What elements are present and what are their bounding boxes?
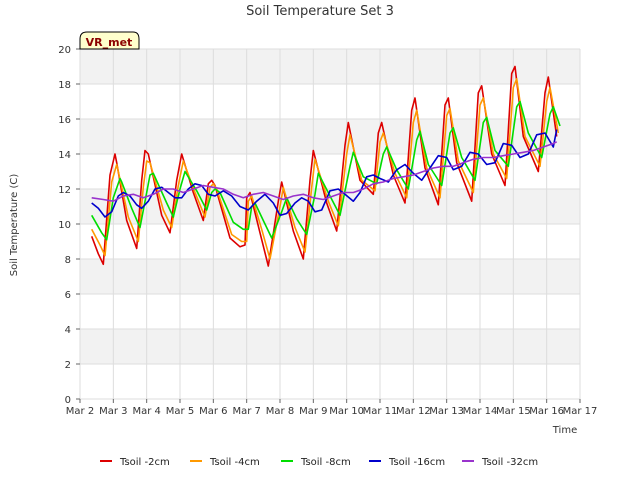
x-tick-label: Mar 4 <box>132 406 160 417</box>
x-tick-label: Mar 9 <box>299 406 327 417</box>
x-axis-ticks: Mar 2 Mar 3 Mar 4 Mar 5 Mar 6 Mar 7 Mar 8 Mar 9… <box>66 399 598 417</box>
x-tick-label: Mar 17 <box>563 406 598 417</box>
y-axis-ticks: 0 2 4 6 8 10 12 14 16 18 20 <box>58 45 80 406</box>
station-badge-box <box>79 31 140 50</box>
x-tick-label: Mar 7 <box>232 406 260 417</box>
legend-label: Tsoil -16cm <box>388 457 445 468</box>
x-tick-label: Mar 15 <box>496 406 531 417</box>
x-tick-label: Mar 3 <box>99 406 127 417</box>
y-tick-label: 16 <box>58 115 71 126</box>
x-tick-label: Mar 11 <box>363 406 398 417</box>
series-line-tsoil-8cm <box>91 100 561 241</box>
x-tick-label: Mar 13 <box>429 406 464 417</box>
plot-band <box>80 119 580 154</box>
y-tick-label: 18 <box>58 80 71 91</box>
station-badge-label: VR_met <box>86 36 133 49</box>
x-axis-title: Time <box>552 425 577 436</box>
series-line-tsoil-16cm <box>91 129 558 218</box>
plot-band <box>80 259 580 294</box>
y-tick-label: 4 <box>65 325 71 336</box>
y-tick-label: 6 <box>65 290 71 301</box>
legend-label: Tsoil -32cm <box>481 457 538 468</box>
x-tick-label: Mar 16 <box>529 406 564 417</box>
legend: Tsoil -2cm Tsoil -4cm Tsoil -8cm Tsoil -16c… <box>100 457 538 468</box>
legend-label: Tsoil -8cm <box>300 457 351 468</box>
chart-title: Soil Temperature Set 3 <box>246 4 394 19</box>
series-layer <box>90 65 561 267</box>
series-line-tsoil-4cm <box>90 78 560 260</box>
y-tick-label: 10 <box>58 220 71 231</box>
grid-lines <box>79 48 581 400</box>
x-tick-label: Mar 14 <box>463 406 498 417</box>
legend-label: Tsoil -2cm <box>119 457 170 468</box>
x-tick-label: Mar 2 <box>66 406 94 417</box>
y-tick-label: 14 <box>58 150 71 161</box>
station-badge: VR_met <box>79 31 140 50</box>
x-tick-label: Mar 10 <box>329 406 364 417</box>
x-tick-label: Mar 6 <box>199 406 227 417</box>
x-tick-label: Mar 8 <box>266 406 294 417</box>
y-tick-label: 12 <box>58 185 71 196</box>
y-tick-label: 0 <box>65 395 71 406</box>
legend-label: Tsoil -4cm <box>209 457 260 468</box>
x-tick-label: Mar 12 <box>396 406 431 417</box>
plot-band <box>80 49 580 84</box>
series-line-tsoil-32cm <box>91 141 558 202</box>
y-tick-label: 2 <box>65 360 71 371</box>
y-axis-title: Soil Temperature (C) <box>9 174 20 277</box>
y-tick-label: 20 <box>58 45 71 56</box>
y-tick-label: 8 <box>65 255 71 266</box>
plot-band <box>80 329 580 364</box>
x-tick-label: Mar 5 <box>166 406 194 417</box>
